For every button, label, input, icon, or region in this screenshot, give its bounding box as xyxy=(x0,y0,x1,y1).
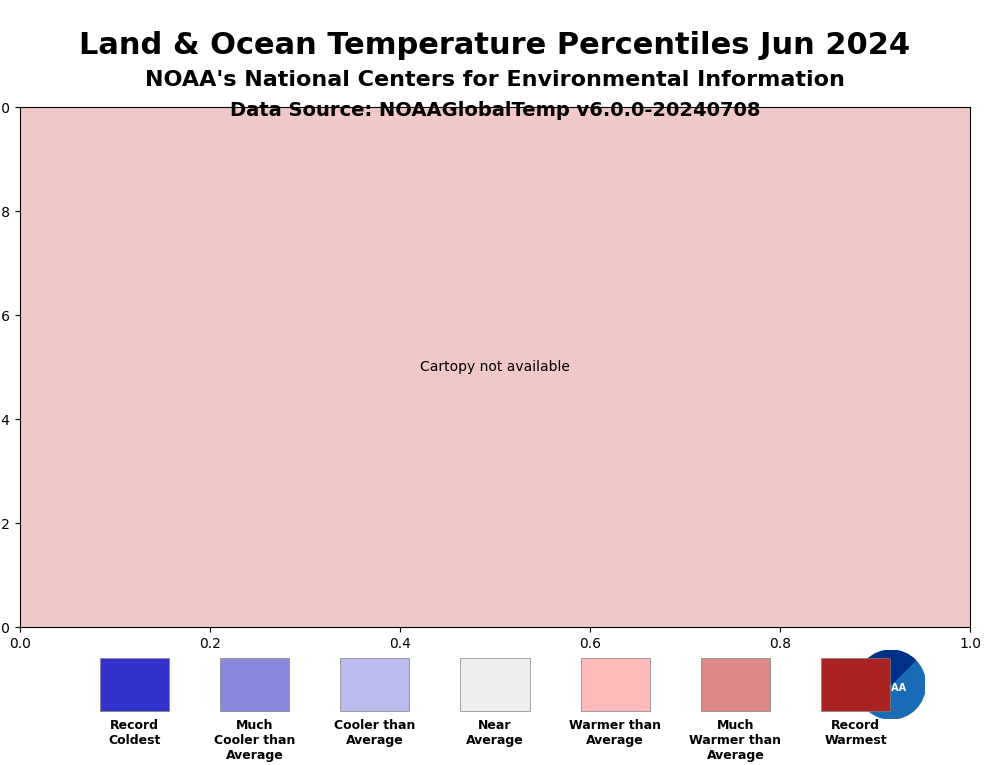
Text: Record
Coldest: Record Coldest xyxy=(108,719,160,747)
Text: Land & Ocean Temperature Percentiles Jun 2024: Land & Ocean Temperature Percentiles Jun… xyxy=(79,31,911,60)
Text: Data Source: NOAAGlobalTemp v6.0.0-20240708: Data Source: NOAAGlobalTemp v6.0.0-20240… xyxy=(230,102,760,120)
Text: Cartopy not available: Cartopy not available xyxy=(420,360,570,374)
Text: Near
Average: Near Average xyxy=(466,719,524,747)
Wedge shape xyxy=(866,650,916,685)
Text: Warmer than
Average: Warmer than Average xyxy=(569,719,661,747)
Circle shape xyxy=(856,650,926,719)
Text: Record
Warmest: Record Warmest xyxy=(825,719,887,747)
Text: Cooler than
Average: Cooler than Average xyxy=(334,719,416,747)
Text: Much
Warmer than
Average: Much Warmer than Average xyxy=(689,719,781,762)
Text: Much
Cooler than
Average: Much Cooler than Average xyxy=(214,719,295,762)
Text: NOAA: NOAA xyxy=(875,683,907,693)
Text: NOAA's National Centers for Environmental Information: NOAA's National Centers for Environmenta… xyxy=(146,70,844,90)
